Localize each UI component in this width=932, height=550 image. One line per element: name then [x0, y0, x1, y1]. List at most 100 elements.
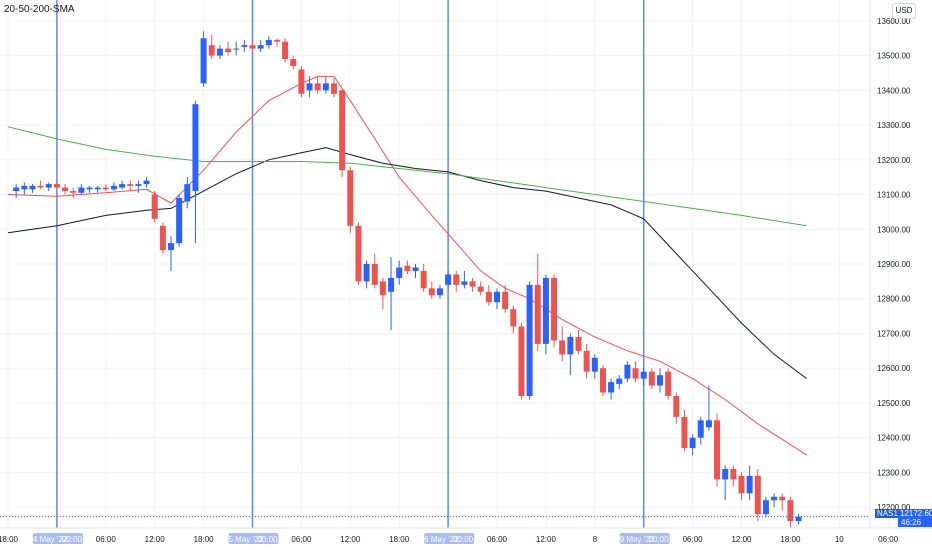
candle-body [135, 184, 142, 186]
time-tick-label: 06:00 [878, 535, 899, 544]
candle [754, 468, 761, 522]
candle-body [689, 437, 696, 449]
price-tick-label: 12700.00 [877, 329, 911, 338]
candle-body [746, 475, 753, 494]
candle-body [494, 291, 500, 303]
candle [143, 177, 150, 188]
time-tick-label: 06:00 [291, 535, 312, 544]
candle [265, 36, 272, 49]
session-date-label: 00:00 [62, 535, 83, 544]
candle-body [176, 198, 183, 244]
candle [738, 472, 745, 501]
candle-body [526, 284, 533, 396]
session-date-badge [619, 533, 670, 544]
candle-body [551, 277, 558, 341]
candle [225, 41, 232, 56]
candle [559, 326, 566, 362]
candle [542, 274, 549, 355]
candle-body [94, 187, 101, 190]
candle [518, 323, 525, 400]
candle-body [347, 170, 354, 226]
candle-body [70, 191, 77, 193]
candle [314, 76, 321, 94]
candle [746, 465, 753, 501]
candle-body [599, 368, 606, 393]
candle-body [461, 281, 468, 285]
candle [624, 361, 631, 383]
time-tick-label: 12:00 [145, 535, 166, 544]
candle [428, 281, 435, 299]
candle-body [21, 185, 28, 190]
candle-body [225, 48, 232, 53]
candle [494, 288, 500, 310]
candle [127, 180, 134, 192]
price-tick-label: 12900.00 [877, 260, 911, 269]
candle-body [583, 350, 590, 372]
time-tick-label: 06:00 [683, 535, 704, 544]
time-tick-label: 10 [835, 535, 844, 544]
candle [420, 264, 427, 292]
price-tick-label: 13600.00 [877, 17, 911, 26]
time-tick-label: 12:00 [536, 535, 557, 544]
last-price-label: 12172.60 [898, 509, 932, 518]
candle [412, 264, 419, 278]
candle-body [420, 270, 427, 289]
price-tick-label: 13100.00 [877, 191, 911, 200]
price-tick-label: 13300.00 [877, 121, 911, 130]
candle [787, 496, 794, 528]
candle [730, 465, 737, 487]
candle-body [714, 420, 721, 480]
candle [70, 187, 77, 198]
session-date-label: 09 May '22 [615, 535, 654, 544]
candle [795, 514, 802, 525]
candle-body [331, 83, 337, 94]
candle [371, 253, 378, 289]
candle-body [53, 184, 60, 188]
time-tick-label: 12:00 [731, 535, 752, 544]
candle-body [542, 277, 549, 344]
session-date-label: 00:00 [649, 535, 670, 544]
candle-body [575, 336, 582, 351]
grid-lines [0, 0, 889, 528]
candle [762, 496, 769, 518]
candle-body [233, 48, 240, 50]
candle [168, 236, 174, 271]
candle [502, 284, 509, 313]
candle-body [445, 274, 452, 285]
indicator-title[interactable]: 20-50-200-SMA [4, 4, 75, 15]
candle [771, 493, 778, 508]
candle [526, 281, 533, 400]
candle [510, 305, 517, 334]
time-tick-label: 18:00 [389, 535, 410, 544]
candle [37, 180, 44, 190]
candle-body [29, 185, 36, 190]
price-axis-labels: 13600.00 13500.00 13400.00 13300.00 13200.00… [877, 17, 911, 512]
candle [436, 284, 443, 299]
candle [648, 368, 655, 390]
candle-body [151, 194, 158, 219]
candle-body [86, 187, 93, 190]
time-axis-labels[interactable]: 18:00 04 May '2200:00 06:00 12:00 18:00 05 Ma… [0, 533, 899, 544]
time-tick-label: 12:00 [340, 535, 361, 544]
currency-badge[interactable]: USD [892, 3, 916, 19]
candle-body [640, 371, 647, 379]
candle-body [510, 309, 517, 327]
session-date-badge [228, 533, 279, 544]
candle-body [665, 371, 672, 396]
candle-body [184, 184, 191, 202]
candle-body [616, 378, 623, 384]
candle [388, 257, 395, 330]
session-date-badge [424, 533, 475, 544]
candle-body [697, 420, 704, 438]
candle [151, 191, 158, 223]
candle-body [241, 45, 248, 47]
candle [119, 180, 126, 190]
candle-body [404, 265, 411, 271]
candle-body [779, 496, 786, 501]
candle [21, 182, 28, 195]
candle-body [591, 357, 598, 372]
sma-200-line [7, 126, 807, 227]
candle [208, 34, 215, 60]
candle-body [192, 104, 199, 192]
